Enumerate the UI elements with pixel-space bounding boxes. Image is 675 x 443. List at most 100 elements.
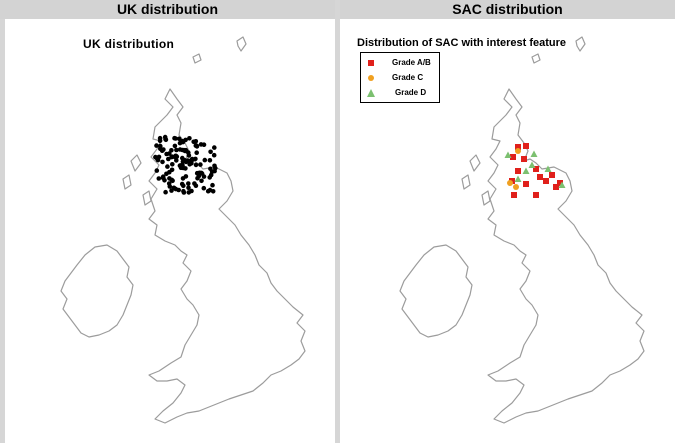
uk-distribution-header: UK distribution (0, 0, 335, 19)
record-dot (201, 185, 207, 191)
sac-sites (504, 143, 566, 198)
sac-site-grade-d (504, 151, 512, 158)
record-dot (181, 183, 186, 189)
sac-site-grade-ab (537, 174, 543, 180)
record-dot (170, 162, 175, 167)
record-dot (174, 158, 179, 163)
record-dot (172, 143, 178, 149)
record-dot (194, 144, 200, 149)
great-britain-outline (148, 36, 306, 424)
record-dot (202, 157, 208, 163)
record-dot (169, 167, 175, 173)
record-dot (193, 162, 199, 168)
sac-outline-map (399, 36, 645, 424)
record-dot (211, 152, 217, 158)
record-dot (189, 156, 195, 162)
uk-map-title: UK distribution (83, 37, 175, 51)
record-dot (189, 188, 194, 194)
sac-distribution-header: SAC distribution (340, 0, 675, 19)
sac-site-grade-ab (511, 192, 517, 198)
record-dot (177, 147, 183, 152)
record-dot (154, 143, 159, 148)
record-dot (157, 138, 163, 144)
sac-map-area: Distribution of SAC with interest featur… (340, 19, 675, 443)
legend-item-grade-ab: Grade A/B (361, 57, 439, 69)
coastline (399, 36, 645, 424)
record-dot (166, 181, 172, 186)
ireland-outline (399, 244, 473, 338)
record-dot (169, 148, 174, 153)
record-dot (176, 187, 181, 193)
record-dot (160, 159, 165, 165)
sac-site-grade-ab (533, 192, 539, 198)
ireland-outline (60, 244, 134, 338)
record-dot (173, 136, 178, 141)
record-dot (187, 136, 192, 141)
sac-site-grade-ab (523, 143, 529, 149)
island-outline (122, 154, 152, 206)
record-dot (160, 174, 166, 179)
grade-ab-square-icon (366, 58, 376, 68)
record-dot (191, 139, 196, 145)
record-dot (183, 159, 189, 165)
record-dot (162, 134, 168, 140)
sac-site-grade-ab (553, 184, 559, 190)
uk-distribution-panel: UK distribution UK distribution (0, 0, 335, 443)
sac-site-grade-ab (549, 172, 555, 178)
record-dot (174, 147, 179, 153)
record-dot (154, 156, 160, 162)
record-dot (154, 168, 160, 173)
sac-site-grade-c (513, 184, 519, 190)
uk-map-area: UK distribution (0, 19, 335, 443)
sac-site-grade-d (544, 165, 552, 172)
legend-item-grade-c: Grade C (361, 72, 439, 84)
sac-site-grade-ab (543, 178, 549, 184)
grade-c-circle-icon (366, 73, 376, 83)
record-dot (158, 146, 163, 152)
record-dot (197, 170, 202, 176)
record-dot (199, 178, 204, 184)
record-dot (156, 176, 162, 181)
sac-site-grade-ab (515, 168, 521, 174)
great-britain-outline (487, 36, 645, 424)
sac-map-title: Distribution of SAC with interest featur… (357, 37, 567, 49)
island-outline (461, 154, 491, 206)
sac-site-grade-ab (523, 181, 529, 187)
sac-site-grade-ab (515, 144, 521, 150)
record-dot (164, 151, 169, 157)
record-dot (180, 155, 185, 161)
record-dot (181, 190, 187, 195)
record-dot (212, 163, 217, 169)
grade-d-triangle-icon (366, 88, 376, 98)
sac-site-grade-ab (533, 166, 539, 172)
record-dot (176, 136, 182, 142)
sac-site-grade-c (507, 180, 513, 186)
record-dot (198, 162, 203, 167)
record-dot (189, 161, 194, 166)
record-dot (210, 182, 215, 188)
record-dot (207, 175, 212, 180)
record-dot (186, 150, 191, 155)
record-dot (201, 142, 207, 147)
record-dot (171, 185, 177, 191)
record-dot (207, 158, 213, 163)
record-dot (208, 149, 213, 155)
record-dots (153, 134, 218, 195)
record-dot (165, 164, 170, 169)
record-dot (177, 163, 183, 168)
record-dot (181, 165, 186, 171)
record-dot (167, 176, 172, 181)
sac-site-grade-d (522, 167, 530, 174)
record-dot (207, 187, 213, 193)
sac-legend: Grade A/B Grade C Grade D (360, 52, 440, 103)
record-dot (201, 174, 207, 179)
sac-site-grade-c (515, 148, 521, 154)
uk-outline-map (60, 36, 306, 424)
record-dot (173, 153, 178, 159)
record-dot (192, 181, 197, 186)
record-dot (183, 174, 189, 179)
legend-label: Grade D (395, 88, 427, 97)
sac-site-grade-ab (521, 156, 527, 162)
legend-label: Grade C (392, 73, 424, 82)
sac-site-grade-d (514, 175, 522, 182)
